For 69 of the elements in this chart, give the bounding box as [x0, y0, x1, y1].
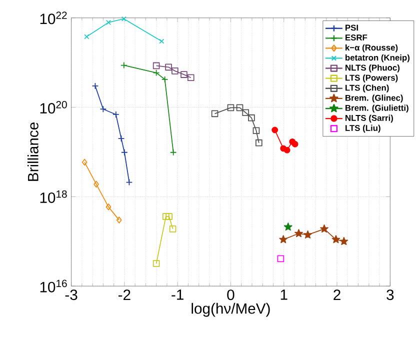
point: [169, 226, 176, 232]
point: [165, 64, 172, 71]
point: [100, 106, 107, 113]
point: [187, 74, 194, 82]
point: [116, 216, 122, 224]
point: [332, 235, 340, 244]
point: [277, 255, 284, 262]
point: [166, 213, 172, 220]
point: [292, 141, 298, 148]
legend-label: NLTS (Phuoc): [346, 64, 400, 72]
x-tick-label: 2: [334, 290, 340, 300]
point: [84, 34, 90, 40]
legend-label: Brem. (Giulietti): [346, 104, 408, 113]
point: [162, 213, 170, 220]
point: [94, 180, 99, 188]
point: [161, 76, 168, 83]
point: [252, 127, 260, 134]
y-axis-title: Brilliance: [28, 122, 38, 181]
point: [320, 224, 328, 233]
legend-label: betatron (Kneip): [346, 54, 410, 62]
point: [92, 82, 99, 90]
x-tick-label: 3: [386, 290, 394, 300]
point: [121, 16, 126, 22]
point: [294, 229, 303, 238]
point: [248, 114, 255, 122]
point: [106, 204, 112, 210]
point: [227, 104, 234, 112]
point: [284, 147, 290, 154]
point: [112, 111, 120, 118]
point: [152, 62, 160, 70]
point: [121, 149, 128, 156]
point: [180, 71, 188, 78]
point: [159, 38, 164, 44]
y-tick-label: 10$^{16}$: [40, 280, 67, 292]
legend-label: NLTS (Sarri): [346, 114, 393, 123]
point: [236, 104, 244, 112]
point: [152, 70, 160, 76]
x-tick-label: -1: [172, 290, 184, 300]
legend-label: PSI: [346, 24, 358, 31]
legend-label: k−α (Rousse): [346, 44, 398, 52]
x-tick-label: -2: [118, 290, 130, 300]
y-tick-label: 10$^{22}$: [40, 12, 67, 24]
legend-label: LTS (Chen): [346, 84, 389, 93]
point: [126, 178, 133, 186]
point: [304, 230, 312, 239]
x-tick-label: 1: [280, 290, 288, 300]
x-tick-label: -3: [65, 290, 78, 300]
point: [340, 237, 348, 246]
point: [118, 135, 125, 142]
point: [211, 110, 218, 118]
point: [272, 126, 278, 134]
point: [242, 109, 250, 116]
y-tick-label: 10$^{20}$: [40, 101, 67, 114]
legend-label: Brem. (Glinec): [346, 94, 403, 103]
point: [279, 235, 288, 244]
point: [120, 62, 128, 69]
point: [82, 158, 88, 166]
legend-label: ESRF: [346, 34, 368, 41]
point: [255, 140, 262, 146]
legend-label: LTS (Liu): [346, 124, 380, 133]
legend-label: LTS (Powers): [346, 74, 398, 82]
x-axis-title: log(hν/MeV): [192, 303, 270, 317]
x-tick-label: 0: [227, 290, 234, 300]
point: [172, 68, 178, 74]
y-tick-label: 10$^{18}$: [40, 190, 67, 204]
point: [152, 260, 160, 268]
point: [106, 20, 112, 26]
point: [284, 222, 292, 231]
point: [170, 149, 177, 156]
